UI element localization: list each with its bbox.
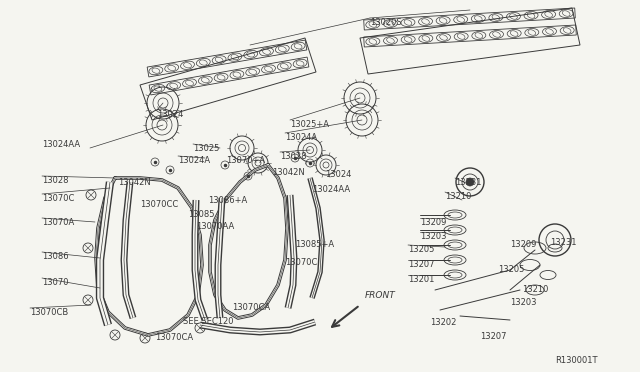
- Text: 13203: 13203: [420, 232, 447, 241]
- Circle shape: [83, 243, 93, 253]
- Text: R130001T: R130001T: [555, 356, 598, 365]
- Text: 13070A: 13070A: [42, 218, 74, 227]
- Text: 13210: 13210: [522, 285, 548, 294]
- Text: 13085+A: 13085+A: [295, 240, 334, 249]
- Text: 13209: 13209: [420, 218, 446, 227]
- Text: 13205: 13205: [408, 245, 435, 254]
- Text: 13207: 13207: [480, 332, 506, 341]
- Circle shape: [140, 333, 150, 343]
- Text: 13202: 13202: [430, 318, 456, 327]
- Text: FRONT: FRONT: [365, 291, 396, 300]
- Text: 13024: 13024: [157, 110, 184, 119]
- Text: 13070CA: 13070CA: [232, 303, 270, 312]
- Text: 13209: 13209: [510, 240, 536, 249]
- Text: 13070AA: 13070AA: [196, 222, 234, 231]
- Text: 13070CA: 13070CA: [155, 333, 193, 342]
- Text: 13024: 13024: [325, 170, 351, 179]
- Text: 13231: 13231: [550, 238, 577, 247]
- Text: 13025: 13025: [193, 144, 220, 153]
- Text: 13207: 13207: [408, 260, 435, 269]
- Text: 13020S: 13020S: [370, 18, 402, 27]
- Text: SEE SEC120: SEE SEC120: [183, 317, 234, 326]
- Text: 13210: 13210: [445, 192, 472, 201]
- Circle shape: [466, 178, 474, 186]
- Text: 13024A: 13024A: [178, 156, 210, 165]
- Text: 13070C: 13070C: [285, 258, 317, 267]
- Text: 13070: 13070: [42, 278, 68, 287]
- Text: 13070+A: 13070+A: [226, 156, 265, 165]
- Text: 13042N: 13042N: [118, 178, 151, 187]
- Text: 13070CB: 13070CB: [30, 308, 68, 317]
- Text: 13201: 13201: [408, 275, 435, 284]
- Text: 13025+A: 13025+A: [290, 120, 329, 129]
- Text: 13070C: 13070C: [42, 194, 74, 203]
- Text: 13085: 13085: [188, 210, 214, 219]
- Text: 13086+A: 13086+A: [208, 196, 247, 205]
- Text: 13203: 13203: [510, 298, 536, 307]
- Circle shape: [110, 330, 120, 340]
- Text: 13028: 13028: [280, 152, 307, 161]
- Text: 13024A: 13024A: [285, 133, 317, 142]
- Text: 13205: 13205: [498, 265, 524, 274]
- Circle shape: [83, 295, 93, 305]
- Text: 13070CC: 13070CC: [140, 200, 179, 209]
- Text: 13024AA: 13024AA: [42, 140, 80, 149]
- Circle shape: [86, 190, 96, 200]
- Text: 13024AA: 13024AA: [312, 185, 350, 194]
- Text: 13028: 13028: [42, 176, 68, 185]
- Text: 13086: 13086: [42, 252, 68, 261]
- Text: 13231: 13231: [455, 178, 481, 187]
- Text: 13042N: 13042N: [272, 168, 305, 177]
- Circle shape: [195, 323, 205, 333]
